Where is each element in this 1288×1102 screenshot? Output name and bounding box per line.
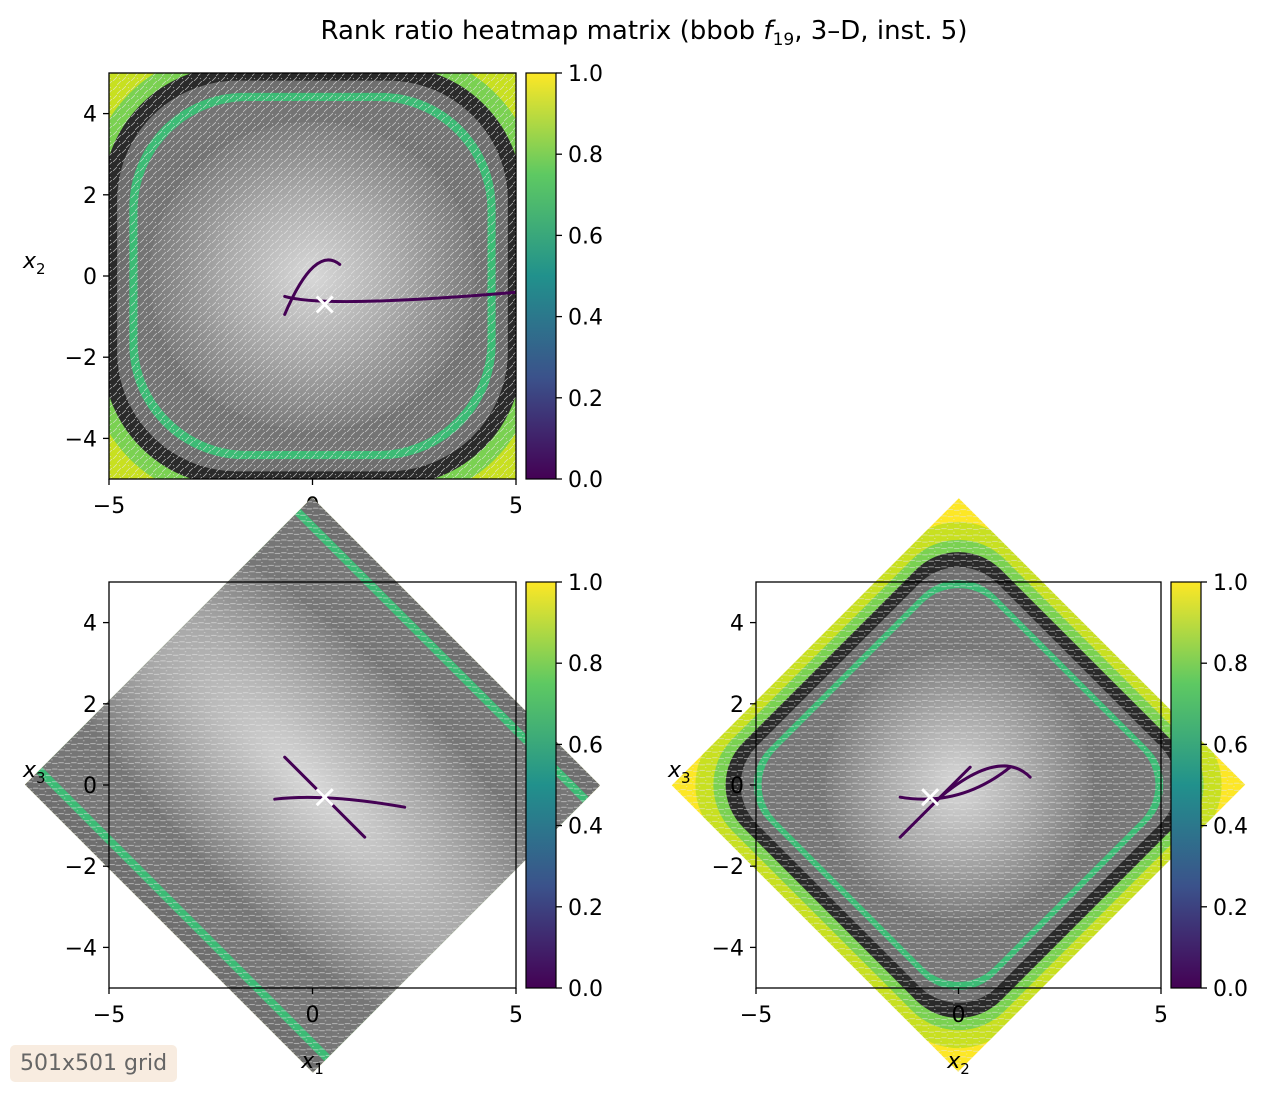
colorbar-tick-label: 0.0	[568, 468, 603, 493]
colorbar-tick-label: 0.2	[568, 896, 603, 921]
x-tick-label: −5	[93, 1003, 125, 1028]
optimum-marker	[921, 788, 940, 807]
colorbar-tick-label: 0.6	[568, 733, 603, 758]
y-tick-label: −2	[712, 855, 744, 880]
colorbar-tick-label: 0.4	[1213, 815, 1248, 840]
colorbar-tick-label: 0.0	[568, 977, 603, 1002]
y-tick-label: −4	[65, 936, 97, 961]
y-tick-label: 0	[83, 265, 97, 290]
colorbar: 0.0 0.2 0.4 0.6 0.8 1.0	[1170, 571, 1248, 1002]
colorbar-tick-label: 1.0	[568, 62, 603, 87]
heatmap-texture	[671, 498, 1246, 1072]
y-tick-label: 2	[730, 693, 744, 718]
y-tick-label: −4	[712, 936, 744, 961]
colorbar-gradient	[525, 72, 557, 480]
optimum-marker	[315, 788, 334, 807]
heatmap-texture	[109, 73, 516, 479]
colorbar-tick-label: 0.8	[1213, 652, 1248, 677]
x-tick-label: 5	[509, 494, 523, 519]
heatmap-image	[671, 498, 1246, 1072]
colorbar-tick-label: 0.6	[1213, 733, 1248, 758]
colorbar: 0.0 0.2 0.4 0.6 0.8 1.0	[525, 571, 603, 1002]
colorbar: 0.0 0.2 0.4 0.6 0.8 1.0	[525, 62, 603, 493]
x-tick-label: −5	[740, 1003, 772, 1028]
x-tick-label: 5	[509, 1003, 523, 1028]
y-axis-label: x3	[22, 758, 46, 787]
y-tick-label: −2	[65, 346, 97, 371]
y-tick-label: 4	[83, 103, 97, 128]
y-axis-label: x2	[22, 249, 46, 278]
y-tick-label: 4	[83, 612, 97, 637]
colorbar-tick-label: 0.4	[568, 306, 603, 331]
colorbar-gradient	[1170, 581, 1202, 989]
colorbar-tick-label: 0.2	[568, 387, 603, 412]
colorbar-tick-label: 0.4	[568, 815, 603, 840]
y-tick-label: 4	[730, 612, 744, 637]
x-tick-label: 0	[306, 1003, 320, 1028]
colorbar-tick-label: 0.2	[1213, 896, 1248, 921]
low-rank-streaks	[283, 258, 516, 316]
y-tick-label: 0	[83, 774, 97, 799]
colorbar-tick-label: 0.8	[568, 652, 603, 677]
y-tick-label: 2	[83, 693, 97, 718]
y-axis-label: x3	[667, 758, 691, 787]
x-tick-label: 0	[952, 1003, 966, 1028]
figure-title: Rank ratio heatmap matrix (bbob f19, 3–D…	[320, 16, 968, 51]
colorbar-tick-label: 1.0	[1213, 571, 1248, 596]
y-tick-label: 0	[730, 774, 744, 799]
x-tick-label: 5	[1154, 1003, 1168, 1028]
y-tick-label: −4	[65, 427, 97, 452]
heatmap-image	[109, 73, 516, 479]
colorbar-tick-label: 0.0	[1213, 977, 1248, 1002]
x-tick-label: −5	[93, 494, 125, 519]
colorbar-tick-label: 0.8	[568, 143, 603, 168]
y-tick-label: 2	[83, 184, 97, 209]
y-tick-label: −2	[65, 855, 97, 880]
colorbar-tick-label: 0.6	[568, 224, 603, 249]
colorbar-gradient	[525, 581, 557, 989]
colorbar-tick-label: 1.0	[568, 571, 603, 596]
grid-size-note: 501x501 grid	[10, 1045, 178, 1082]
optimum-marker	[315, 295, 334, 314]
